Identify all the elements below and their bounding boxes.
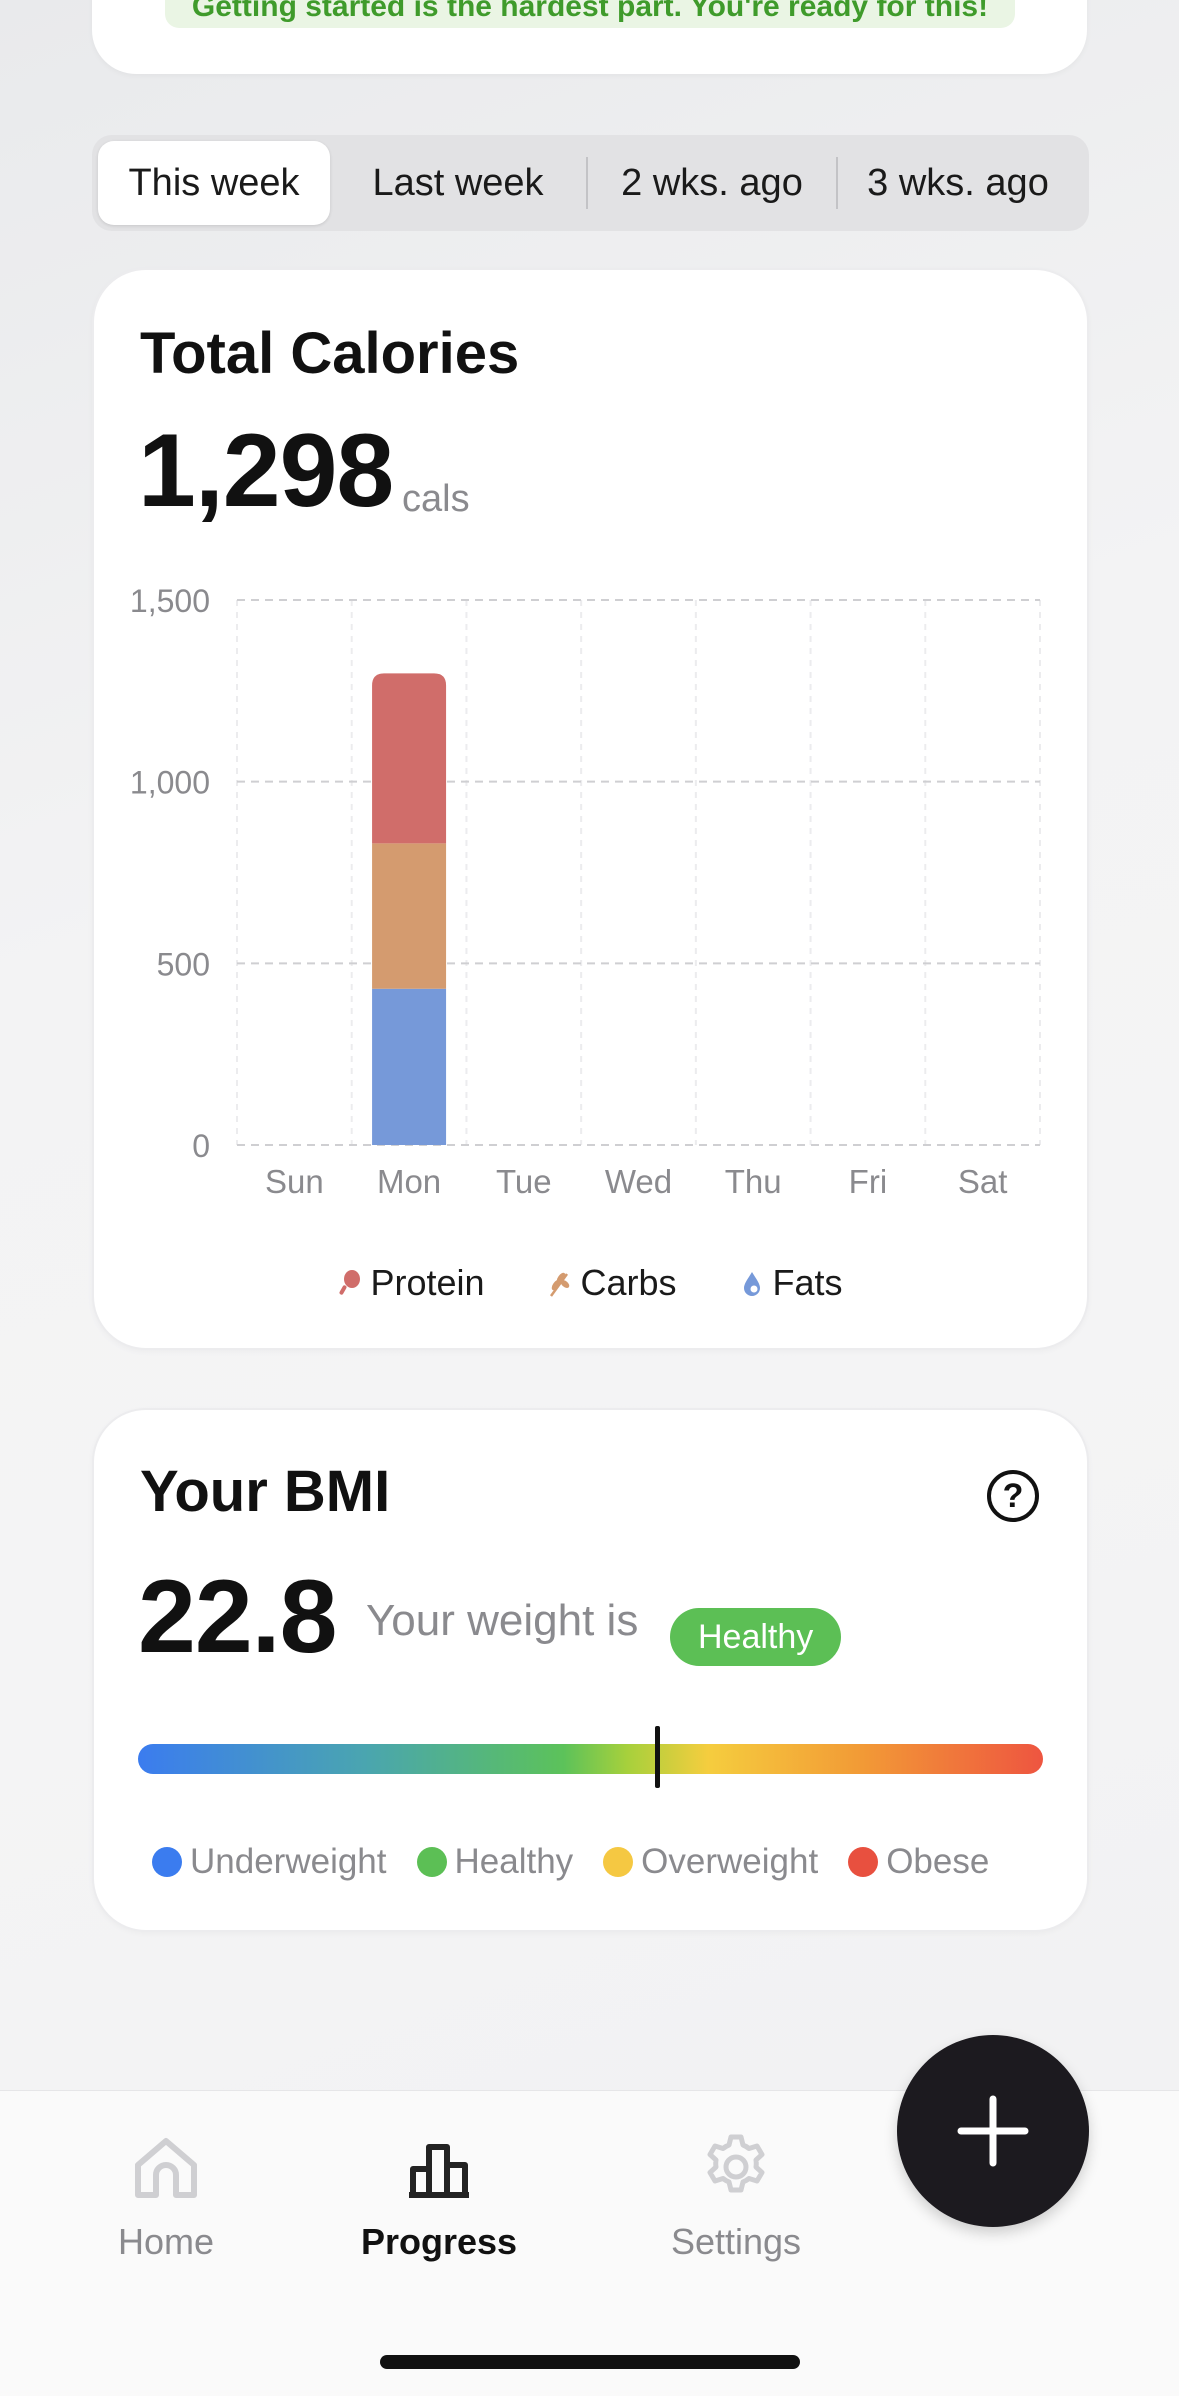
tab-last-week[interactable]: Last week: [372, 161, 544, 204]
motivation-text: Getting started is the hardest part. You…: [191, 0, 989, 23]
home-indicator: [380, 2355, 800, 2369]
add-button[interactable]: [897, 2035, 1089, 2227]
dot-icon: [603, 1847, 634, 1877]
segment-divider: [836, 157, 838, 209]
total-calories-card: Total Calories 1,298 cals: [92, 268, 1089, 1350]
nav-settings[interactable]: Settings: [616, 2131, 856, 2263]
nav-label: Home: [117, 2221, 215, 2262]
nav-label: Settings: [670, 2221, 802, 2262]
wheat-icon: [549, 1272, 569, 1297]
legend-item-fats: Fats: [739, 1262, 843, 1304]
calories-total: 1,298: [138, 413, 394, 529]
bar-segment-protein: [372, 673, 447, 844]
bmi-legend-label: Obese: [886, 1842, 990, 1881]
legend-label: Carbs: [580, 1262, 677, 1303]
nav-home[interactable]: Home: [46, 2131, 286, 2263]
x-tick-label: Mon: [377, 1163, 441, 1200]
dot-icon: [152, 1847, 182, 1877]
dot-icon: [848, 1847, 879, 1877]
legend-item-carbs: Carbs: [547, 1262, 677, 1304]
calories-unit: cals: [402, 478, 470, 520]
tab-2-weeks-ago[interactable]: 2 wks. ago: [621, 161, 803, 204]
help-icon[interactable]: ?: [987, 1470, 1039, 1522]
bmi-legend-overweight: Overweight: [603, 1842, 818, 1882]
droplet-icon: [743, 1272, 760, 1296]
calories-bar-chart: 0 500 1,000 1,500 Sun Mon Tue Wed Thu Fri Sat: [130, 583, 1041, 1200]
plus-icon: [957, 2095, 1029, 2167]
y-tick-label: 500: [157, 946, 210, 982]
calories-title: Total Calories: [140, 321, 520, 386]
x-tick-label: Sat: [958, 1163, 1008, 1200]
bmi-marker: [655, 1726, 661, 1788]
drumstick-icon: [339, 1270, 361, 1295]
bmi-legend: Underweight Healthy Overweight Obese: [152, 1842, 989, 1882]
x-tick-label: Wed: [605, 1163, 672, 1200]
bmi-legend-healthy: Healthy: [416, 1842, 574, 1882]
segment-divider: [586, 157, 588, 209]
dot-icon: [416, 1847, 447, 1877]
bmi-scale-bar: [138, 1744, 1043, 1774]
x-tick-label: Fri: [849, 1163, 887, 1200]
bmi-status-text: Your weight is: [366, 1596, 639, 1645]
x-tick-label: Tue: [496, 1163, 552, 1200]
bar-segment-carbs: [372, 843, 447, 989]
home-icon: [135, 2138, 197, 2198]
y-tick-label: 1,000: [130, 765, 210, 801]
nav-progress[interactable]: Progress: [319, 2131, 559, 2263]
bmi-legend-underweight: Underweight: [152, 1842, 387, 1882]
nav-label: Progress: [360, 2221, 518, 2262]
y-tick-label: 0: [192, 1128, 210, 1164]
legend-label: Fats: [772, 1262, 843, 1303]
bmi-legend-obese: Obese: [848, 1842, 989, 1882]
legend-item-protein: Protein: [336, 1262, 485, 1304]
bar-chart-icon: [409, 2144, 469, 2198]
bmi-legend-label: Healthy: [454, 1842, 574, 1881]
motivation-banner: Getting started is the hardest part. You…: [165, 0, 1015, 28]
legend-label: Protein: [370, 1262, 485, 1303]
x-tick-label: Sun: [265, 1163, 324, 1200]
bar-segment-fats: [372, 988, 447, 1145]
bmi-legend-label: Underweight: [190, 1842, 387, 1881]
gear-icon: [707, 2134, 765, 2193]
bmi-status-badge: Healthy: [670, 1608, 842, 1666]
chart-legend: Protein Carbs Fats: [0, 1262, 1179, 1304]
week-segmented-control: This week Last week 2 wks. ago 3 wks. ag…: [92, 135, 1089, 231]
bmi-value: 22.8: [138, 1559, 337, 1675]
y-tick-label: 1,500: [130, 583, 210, 619]
bmi-card: Your BMI ? 22.8 Your weight is Healthy U…: [92, 1408, 1089, 1932]
tab-3-weeks-ago[interactable]: 3 wks. ago: [867, 161, 1049, 204]
bmi-legend-label: Overweight: [641, 1842, 819, 1881]
x-tick-label: Thu: [725, 1163, 782, 1200]
bmi-title: Your BMI: [140, 1459, 391, 1524]
tab-this-week[interactable]: This week: [98, 141, 330, 225]
